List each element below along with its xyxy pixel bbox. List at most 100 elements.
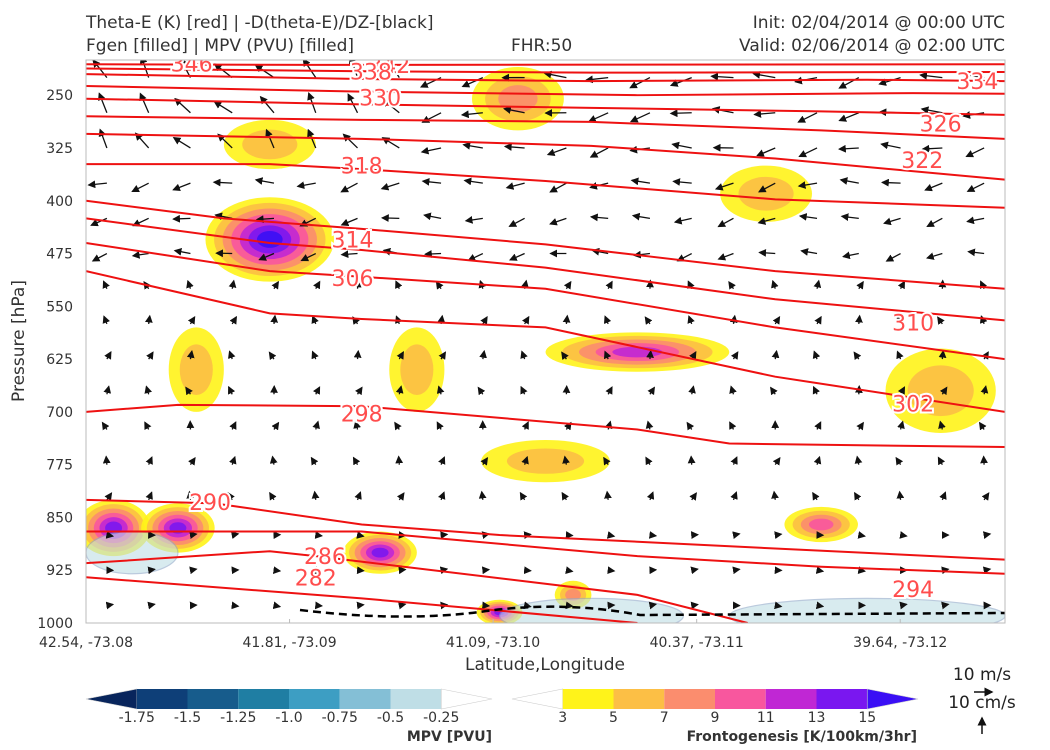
- theta-e-contour-label: 310: [892, 311, 934, 336]
- wind-vector: [629, 77, 651, 89]
- theta-e-contour: [86, 403, 1005, 449]
- colorbar-segment: [289, 689, 340, 709]
- wind-vector: [689, 492, 697, 501]
- colorbar-tick-label: -1.25: [220, 710, 256, 726]
- wind-vector: [508, 252, 525, 261]
- wind-vector: [543, 70, 567, 79]
- wind-vector: [139, 92, 150, 114]
- wind-vector: [300, 252, 317, 262]
- wind-vector: [926, 217, 943, 228]
- colorbar-segment: [866, 688, 919, 710]
- theta-e-contour: [86, 576, 638, 623]
- colorbar-segment: [339, 689, 391, 709]
- wind-vector: [630, 177, 651, 186]
- wind-vector: [420, 146, 442, 155]
- x-tick-label: 39.64, -73.12: [853, 635, 947, 651]
- wind-vector: [311, 350, 319, 360]
- wind-vector: [753, 110, 776, 118]
- wind-vector: [314, 531, 323, 539]
- wind-vector: [354, 491, 362, 501]
- theta-e-contour-label: 298: [341, 402, 383, 427]
- wind-vector: [938, 349, 947, 360]
- wind-vector: [340, 217, 358, 226]
- wind-vector: [647, 386, 655, 396]
- wind-vector: [669, 109, 692, 118]
- wind-vector: [757, 217, 776, 225]
- wind-vector-layer: [87, 60, 992, 610]
- wind-vector: [589, 147, 609, 158]
- wind-vector: [648, 601, 658, 610]
- theta-e-contour: [86, 67, 1005, 74]
- wind-vector: [396, 492, 405, 501]
- wind-vector: [732, 566, 741, 575]
- wind-vector: [966, 216, 985, 225]
- colorbar-tick-label: -0.25: [423, 710, 459, 726]
- plot-frame: [85, 59, 1006, 624]
- wind-vector: [186, 349, 195, 360]
- colorbar-segment: [238, 689, 289, 709]
- y-tick-label: 925: [46, 563, 73, 579]
- wind-vector: [187, 315, 196, 325]
- wind-vector: [839, 177, 859, 185]
- wind-vector: [648, 531, 658, 539]
- wind-vector: [562, 455, 570, 465]
- wind-vector: [463, 177, 483, 186]
- wind-vector: [146, 351, 154, 360]
- wind-vector: [228, 385, 236, 395]
- wind-vector: [269, 455, 278, 465]
- wind-vector: [438, 351, 446, 360]
- wind-vector: [941, 601, 950, 610]
- wind-vector: [505, 182, 525, 190]
- colorbar-segment: [715, 689, 766, 709]
- wind-vector: [477, 386, 486, 396]
- wind-vector: [101, 421, 110, 431]
- wind-vector: [588, 112, 609, 123]
- wind-vector: [213, 63, 233, 79]
- wind-vector: [104, 492, 113, 501]
- wind-vector: [920, 106, 943, 114]
- theta-e-contour-label: 286: [304, 545, 346, 570]
- wind-vector: [311, 490, 320, 500]
- y-tick-label: 850: [46, 510, 73, 526]
- y-tick-label: 625: [46, 352, 73, 368]
- wind-vector: [396, 351, 404, 360]
- wind-vector: [311, 315, 319, 325]
- wind-vector: [462, 141, 483, 150]
- wind-vector: [440, 531, 449, 539]
- wind-vector: [467, 252, 484, 262]
- wind-vector: [606, 531, 616, 539]
- wind-vector: [730, 456, 738, 465]
- x-tick-label: 41.81, -73.09: [242, 635, 336, 651]
- theta-e-contour-label: 282: [295, 566, 337, 591]
- wind-vector: [815, 601, 825, 610]
- wind-vector: [172, 214, 191, 223]
- colorbar-segment: [440, 688, 493, 710]
- wind-vector: [899, 531, 908, 539]
- mpv-fill: [86, 530, 179, 575]
- wind-vector: [394, 421, 402, 431]
- theta-e-contour-label: 318: [341, 155, 383, 180]
- wind-vector: [752, 71, 776, 79]
- wind-vector: [717, 217, 734, 228]
- theta-e-contour: [86, 199, 1005, 290]
- wind-vector: [644, 316, 653, 325]
- wind-vector: [213, 101, 233, 114]
- wind-vector: [521, 421, 529, 430]
- wind-vector: [690, 601, 699, 610]
- wind-vector: [771, 490, 779, 500]
- wind-vector: [231, 601, 240, 610]
- wind-vector: [562, 314, 571, 324]
- wind-vector: [461, 76, 484, 88]
- wind-vector: [604, 490, 612, 500]
- wind-vector: [439, 566, 449, 575]
- wind-vector: [254, 177, 275, 185]
- wind-vector: [714, 182, 734, 191]
- wind-vector: [646, 349, 654, 360]
- wind-vector: [561, 351, 569, 361]
- wind-vector: [561, 491, 569, 501]
- wind-vector: [356, 531, 365, 539]
- wind-vector: [797, 181, 818, 189]
- wind-vector: [937, 456, 946, 466]
- wind-vector: [771, 279, 779, 289]
- wind-vector: [982, 531, 992, 539]
